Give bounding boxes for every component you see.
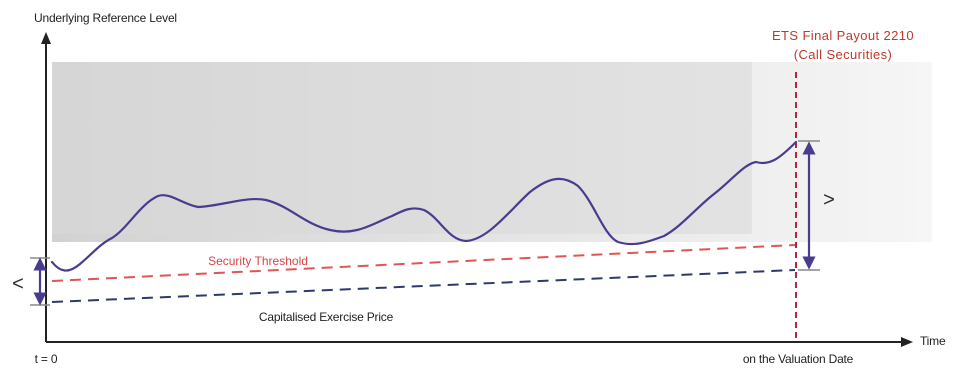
origin-label: t = 0 (35, 352, 58, 366)
y-axis-arrow-icon (41, 32, 51, 44)
x-axis-label: Time (920, 334, 946, 348)
x-axis-arrow-icon (901, 337, 913, 347)
exercise-price-line (51, 269, 796, 303)
security-threshold-line (51, 244, 796, 282)
left-comparison-symbol: < (12, 273, 24, 295)
ets-title-line2: (Call Securities) (794, 47, 893, 62)
right-comparison-symbol: > (823, 189, 835, 211)
underlying-path (50, 140, 798, 272)
ets-title-line1: ETS Final Payout 2210 (772, 28, 914, 43)
valuation-date-label: on the Valuation Date (743, 352, 854, 366)
exercise-price-label: Capitalised Exercise Price (259, 310, 394, 324)
y-axis-label: Underlying Reference Level (34, 11, 177, 25)
security-threshold-label: Security Threshold (208, 254, 308, 268)
upper-range-band-core (52, 62, 752, 234)
